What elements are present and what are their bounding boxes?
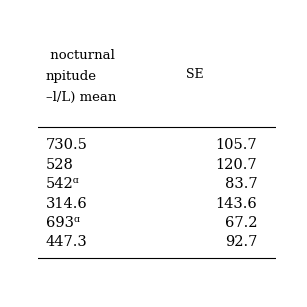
Text: 105.7: 105.7 bbox=[216, 138, 257, 153]
Text: 447.3: 447.3 bbox=[45, 235, 87, 249]
Text: 528: 528 bbox=[45, 158, 73, 172]
Text: SE: SE bbox=[186, 68, 204, 80]
Text: nocturnal: nocturnal bbox=[45, 49, 115, 62]
Text: 83.7: 83.7 bbox=[225, 177, 257, 191]
Text: 730.5: 730.5 bbox=[45, 138, 87, 153]
Text: npitude: npitude bbox=[45, 70, 96, 83]
Text: 542ᵅ: 542ᵅ bbox=[45, 177, 79, 191]
Text: 120.7: 120.7 bbox=[216, 158, 257, 172]
Text: 314.6: 314.6 bbox=[45, 197, 87, 211]
Text: –l/L) mean: –l/L) mean bbox=[45, 91, 116, 104]
Text: 143.6: 143.6 bbox=[216, 197, 257, 211]
Text: 67.2: 67.2 bbox=[225, 216, 257, 230]
Text: 693ᵅ: 693ᵅ bbox=[45, 216, 80, 230]
Text: 92.7: 92.7 bbox=[225, 235, 257, 249]
